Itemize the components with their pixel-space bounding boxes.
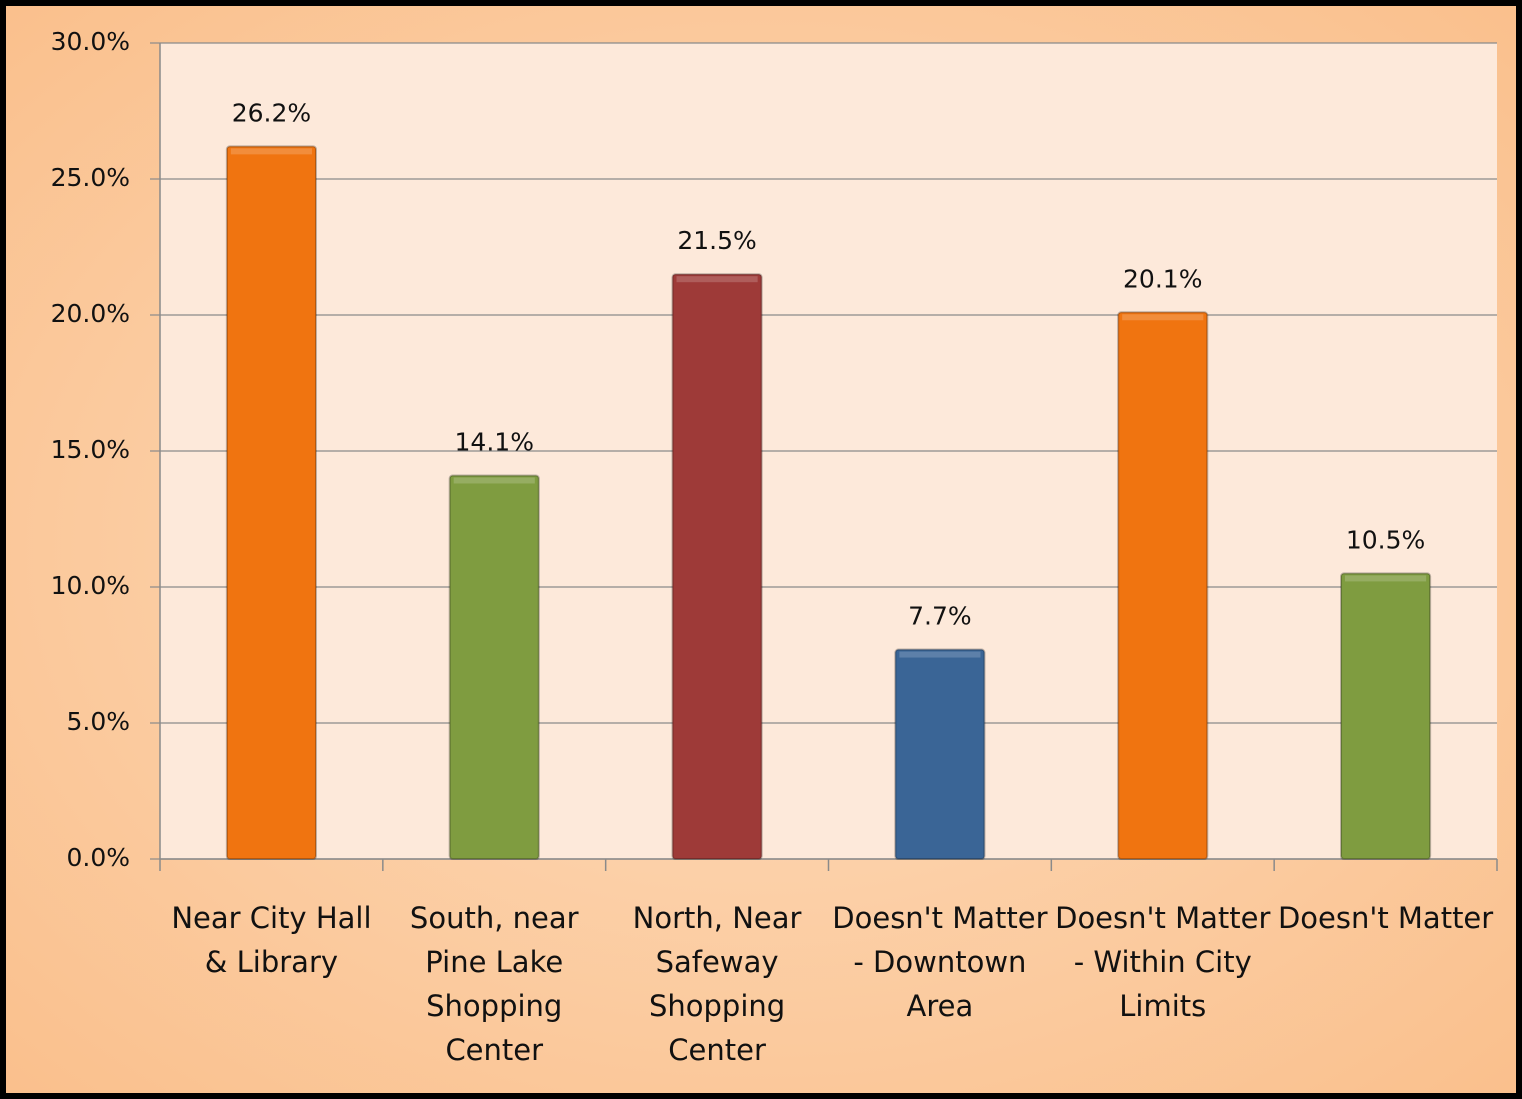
value-label: 26.2% [232,98,311,127]
value-label: 20.1% [1123,264,1202,293]
x-tick-label: Doesn't Matter - Downtown Area [832,901,1048,1023]
y-tick-label: 20.0% [51,299,130,328]
y-tick-label: 0.0% [66,843,130,872]
y-tick-label: 30.0% [51,27,130,56]
y-tick-label: 15.0% [51,435,130,464]
value-label: 10.5% [1346,525,1425,554]
y-tick-label: 5.0% [66,707,130,736]
value-label: 14.1% [455,427,534,456]
bar-highlight [899,651,981,658]
y-tick-label: 10.0% [51,571,130,600]
bar-highlight [1122,314,1204,321]
x-tick-label: South, near Pine Lake Shopping Center [409,901,579,1067]
value-label: 7.7% [908,602,972,631]
x-tick-label: Doesn't Matter - Within City Limits [1055,901,1271,1023]
bar-highlight [1345,575,1427,582]
bar [225,145,317,861]
x-tick-label: Near City Hall & Library [171,901,372,979]
bar-highlight [676,276,758,283]
bar [894,648,986,860]
x-tick-label: North, Near Safeway Shopping Center [632,901,802,1067]
x-tick-label: Doesn't Matter [1277,901,1494,935]
bar-highlight [230,148,312,155]
bar [1340,572,1432,861]
value-label: 21.5% [677,226,756,255]
bar [448,474,540,860]
bar [671,273,763,860]
bar-highlight [453,477,535,484]
y-tick-label: 25.0% [51,163,130,192]
bar [1117,311,1209,860]
